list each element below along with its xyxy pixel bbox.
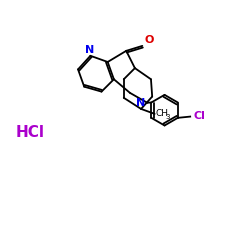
Text: N: N [136, 98, 145, 108]
Text: N: N [84, 45, 94, 55]
Text: O: O [144, 35, 154, 45]
Text: HCl: HCl [15, 125, 44, 140]
Text: CH: CH [156, 110, 169, 118]
Text: 3: 3 [165, 114, 170, 120]
Text: Cl: Cl [193, 111, 205, 121]
